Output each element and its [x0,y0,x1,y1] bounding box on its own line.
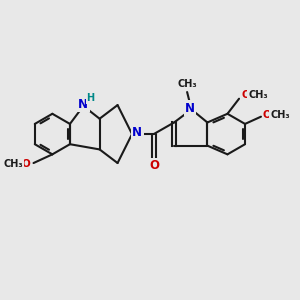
Text: O: O [22,160,31,170]
Text: N: N [185,102,195,115]
Text: CH₃: CH₃ [270,110,290,120]
Text: H: H [86,93,94,103]
Text: N: N [78,98,88,111]
Text: N: N [132,126,142,140]
Text: CH₃: CH₃ [248,90,268,100]
Text: O: O [241,90,250,100]
Text: O: O [149,159,159,172]
Text: O: O [263,110,272,120]
Text: CH₃: CH₃ [3,160,23,170]
Text: CH₃: CH₃ [177,79,197,89]
